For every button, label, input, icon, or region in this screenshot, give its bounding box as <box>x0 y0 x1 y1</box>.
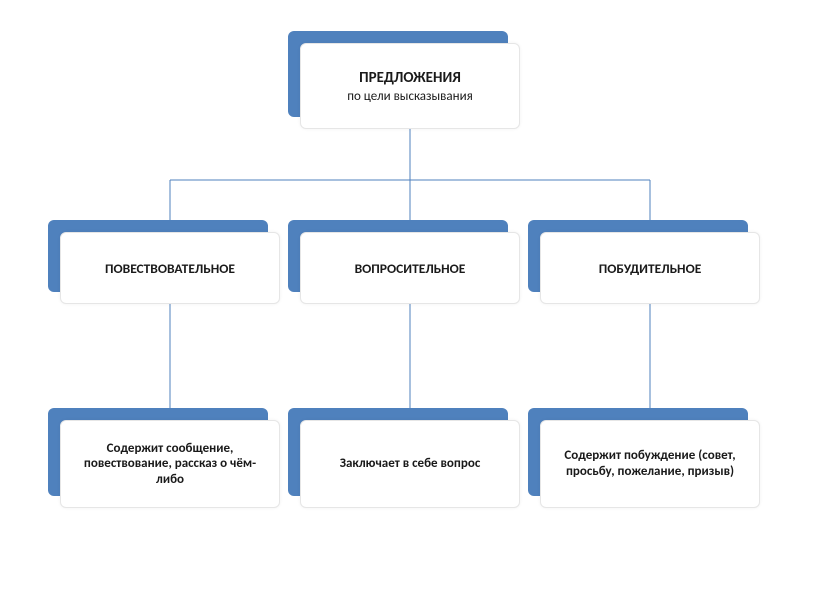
node-imperative-desc-front: Содержит побуждение (совет, просьбу, пож… <box>540 420 760 508</box>
root-title: ПРЕДЛОЖЕНИЯ <box>359 69 461 87</box>
root-front: ПРЕДЛОЖЕНИЯ по цели высказывания <box>300 43 520 129</box>
node-imperative-label: ПОБУДИТЕЛЬНОЕ <box>599 260 702 277</box>
node-declarative: ПОВЕСТВОВАТЕЛЬНОЕ <box>60 232 280 304</box>
node-interrogative: ВОПРОСИТЕЛЬНОЕ <box>300 232 520 304</box>
node-interrogative-desc: Заключает в себе вопрос <box>300 420 520 508</box>
node-declarative-front: ПОВЕСТВОВАТЕЛЬНОЕ <box>60 232 280 304</box>
root-subtitle: по цели высказывания <box>347 89 473 104</box>
node-imperative-desc-text: Содержит побуждение (совет, просьбу, пож… <box>551 448 749 479</box>
diagram-canvas: ПРЕДЛОЖЕНИЯ по цели высказывания ПОВЕСТВ… <box>0 0 816 613</box>
node-imperative-front: ПОБУДИТЕЛЬНОЕ <box>540 232 760 304</box>
node-declarative-label: ПОВЕСТВОВАТЕЛЬНОЕ <box>105 260 235 277</box>
node-declarative-desc: Содержит сообщение, повествование, расск… <box>60 420 280 508</box>
node-declarative-desc-text: Содержит сообщение, повествование, расск… <box>71 441 269 488</box>
node-interrogative-label: ВОПРОСИТЕЛЬНОЕ <box>355 260 466 277</box>
root-node: ПРЕДЛОЖЕНИЯ по цели высказывания <box>300 43 520 129</box>
node-imperative: ПОБУДИТЕЛЬНОЕ <box>540 232 760 304</box>
node-declarative-desc-front: Содержит сообщение, повествование, расск… <box>60 420 280 508</box>
node-interrogative-desc-front: Заключает в себе вопрос <box>300 420 520 508</box>
node-imperative-desc: Содержит побуждение (совет, просьбу, пож… <box>540 420 760 508</box>
node-interrogative-desc-text: Заключает в себе вопрос <box>340 456 481 472</box>
node-interrogative-front: ВОПРОСИТЕЛЬНОЕ <box>300 232 520 304</box>
